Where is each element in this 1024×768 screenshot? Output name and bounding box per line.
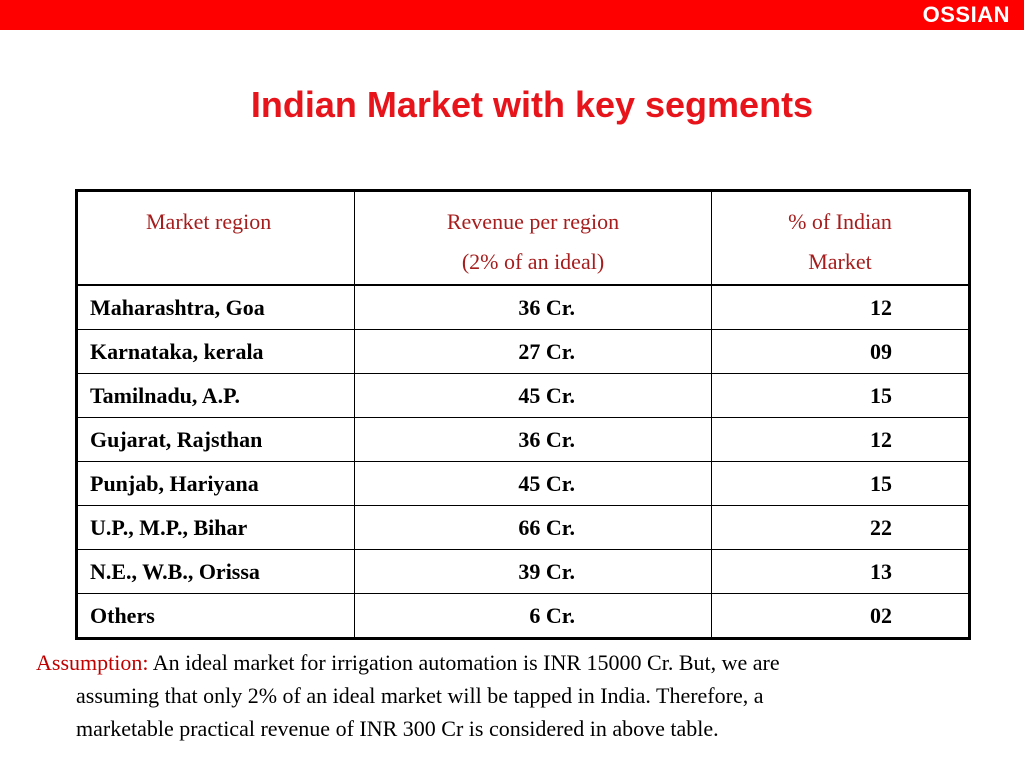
cell-percent: 09 <box>711 329 970 374</box>
cell-revenue: 27 Cr. <box>354 329 712 374</box>
brand-logo: OSSIAN <box>922 2 1010 27</box>
cell-region: Punjab, Hariyana <box>76 461 355 506</box>
cell-region: Gujarat, Rajsthan <box>76 417 355 462</box>
cell-revenue: 36 Cr. <box>354 417 712 462</box>
top-bar: OSSIAN <box>0 0 1024 30</box>
cell-revenue: 45 Cr. <box>354 461 712 506</box>
header-percent: % of Indian Market <box>711 190 970 286</box>
assumption-line-1: Assumption: An ideal market for irrigati… <box>36 646 1016 679</box>
market-table-container: Market region Revenue per region (2% of … <box>75 189 971 640</box>
cell-revenue: 6 Cr. <box>354 593 712 639</box>
table-header-row: Market region Revenue per region (2% of … <box>76 190 970 286</box>
header-revenue-line1: Revenue per region <box>446 209 620 234</box>
cell-percent: 12 <box>711 284 970 330</box>
table-row: Karnataka, kerala 27 Cr. 09 <box>76 329 970 374</box>
cell-region: N.E., W.B., Orissa <box>76 549 355 594</box>
cell-revenue: 45 Cr. <box>354 373 712 418</box>
table-row: Maharashtra, Goa 36 Cr. 12 <box>76 284 970 330</box>
header-revenue-line2: (2% of an ideal) <box>461 249 605 274</box>
cell-revenue: 39 Cr. <box>354 549 712 594</box>
table-row: Punjab, Hariyana 45 Cr. 15 <box>76 461 970 506</box>
cell-region: Tamilnadu, A.P. <box>76 373 355 418</box>
assumption-note: Assumption: An ideal market for irrigati… <box>36 646 1016 745</box>
cell-region: Karnataka, kerala <box>76 329 355 374</box>
table-row: Tamilnadu, A.P. 45 Cr. 15 <box>76 373 970 418</box>
cell-revenue: 36 Cr. <box>354 284 712 330</box>
cell-percent: 15 <box>711 373 970 418</box>
cell-percent: 12 <box>711 417 970 462</box>
header-pct-line2: Market <box>808 249 872 274</box>
table-row: Gujarat, Rajsthan 36 Cr. 12 <box>76 417 970 462</box>
assumption-label: Assumption: <box>36 650 149 675</box>
cell-percent: 02 <box>711 593 970 639</box>
assumption-line-3: marketable practical revenue of INR 300 … <box>76 716 719 741</box>
table-row: U.P., M.P., Bihar 66 Cr. 22 <box>76 505 970 550</box>
table-row: N.E., W.B., Orissa 39 Cr. 13 <box>76 549 970 594</box>
table-row: Others 6 Cr. 02 <box>76 593 970 639</box>
assumption-text-1: An ideal market for irrigation automatio… <box>152 650 780 675</box>
header-pct-line1: % of Indian <box>788 209 892 234</box>
cell-percent: 22 <box>711 505 970 550</box>
cell-percent: 13 <box>711 549 970 594</box>
header-revenue: Revenue per region (2% of an ideal) <box>354 190 712 286</box>
cell-percent: 15 <box>711 461 970 506</box>
header-market-region: Market region <box>76 190 355 286</box>
cell-region: Others <box>76 593 355 639</box>
market-table: Market region Revenue per region (2% of … <box>75 189 971 640</box>
cell-region: U.P., M.P., Bihar <box>76 505 355 550</box>
cell-region: Maharashtra, Goa <box>76 284 355 330</box>
cell-revenue: 66 Cr. <box>354 505 712 550</box>
slide-title: Indian Market with key segments <box>250 84 814 125</box>
header-region-label: Market region <box>146 209 272 234</box>
assumption-line-2: assuming that only 2% of an ideal market… <box>76 683 764 708</box>
